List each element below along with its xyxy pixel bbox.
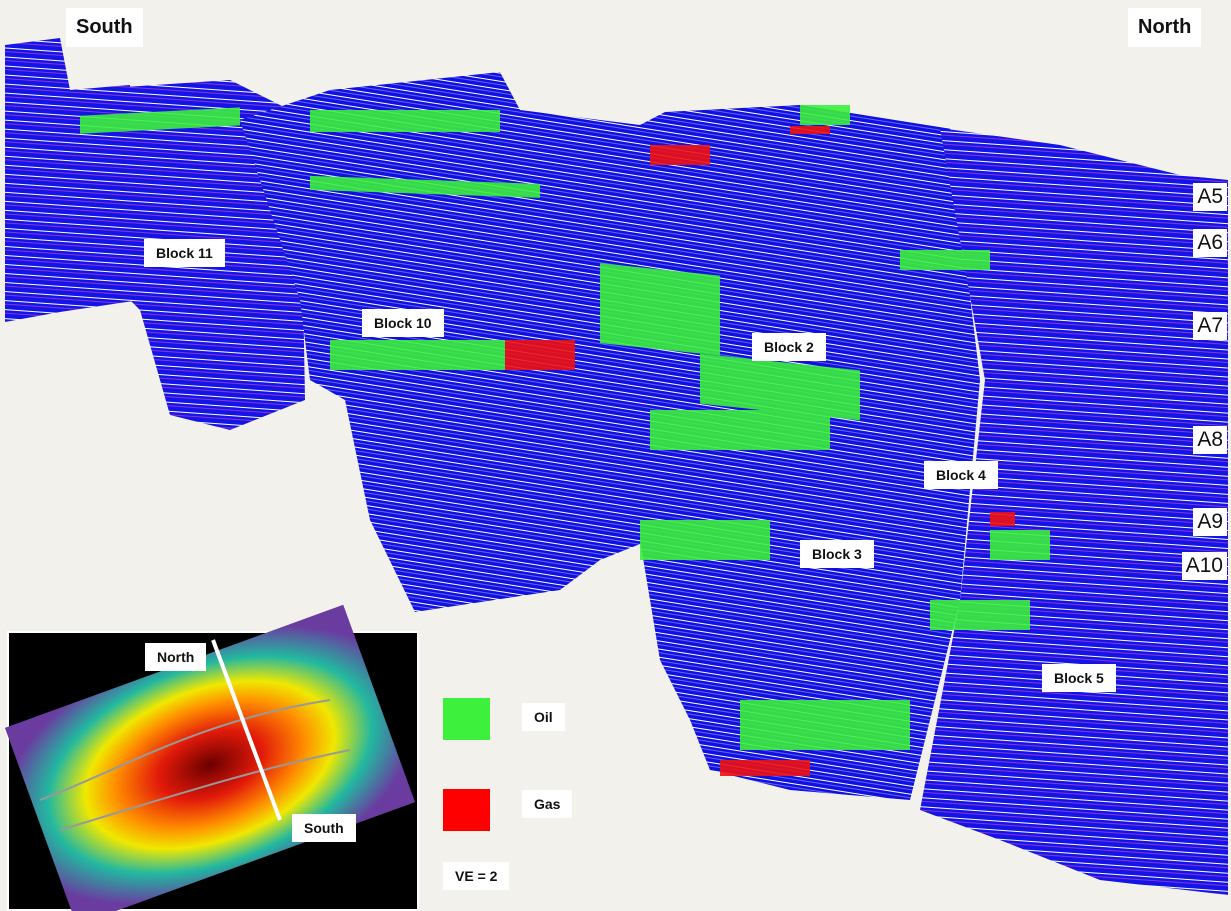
- oil-patch: [650, 410, 830, 450]
- horizon-label: A10: [1182, 552, 1227, 580]
- oil-swatch: [443, 698, 490, 740]
- oil-patch: [310, 110, 500, 132]
- north-label: North: [1128, 8, 1201, 47]
- legend-label: Oil: [522, 703, 565, 731]
- block-shape: [640, 105, 980, 800]
- block-label: Block 2: [752, 333, 826, 361]
- block-label: Block 3: [800, 540, 874, 568]
- horizon-label: A8: [1193, 426, 1227, 454]
- gas-patch: [990, 512, 1015, 526]
- block-label: Block 10: [362, 309, 444, 337]
- gas-swatch: [443, 789, 490, 831]
- horizon-label: A9: [1193, 508, 1227, 536]
- oil-patch: [800, 105, 850, 125]
- oil-patch: [930, 600, 1030, 630]
- horizon-label: A6: [1193, 229, 1227, 257]
- horizon-label: A5: [1193, 183, 1227, 211]
- south-label: South: [66, 8, 143, 47]
- gas-patch: [790, 126, 830, 134]
- oil-patch: [600, 263, 720, 356]
- cross-section: [0, 0, 1231, 911]
- gas-patch: [505, 340, 575, 370]
- block-label: Block 4: [924, 461, 998, 489]
- legend-label: Gas: [522, 790, 572, 818]
- inset-south-label: South: [292, 814, 356, 842]
- block-label: Block 5: [1042, 664, 1116, 692]
- oil-patch: [900, 250, 990, 270]
- oil-patch: [640, 520, 770, 560]
- oil-patch: [990, 530, 1050, 560]
- ve-note: VE = 2: [443, 862, 509, 890]
- horizon-label: A7: [1193, 312, 1227, 340]
- page: South North A5 A6 A7 A8 A9 A10 Block 11 …: [0, 0, 1231, 911]
- block-label: Block 11: [144, 239, 225, 267]
- inset-map: [5, 605, 418, 911]
- inset-north-label: North: [145, 643, 206, 671]
- gas-patch: [650, 145, 710, 165]
- gas-patch: [720, 760, 810, 776]
- oil-patch: [740, 700, 910, 750]
